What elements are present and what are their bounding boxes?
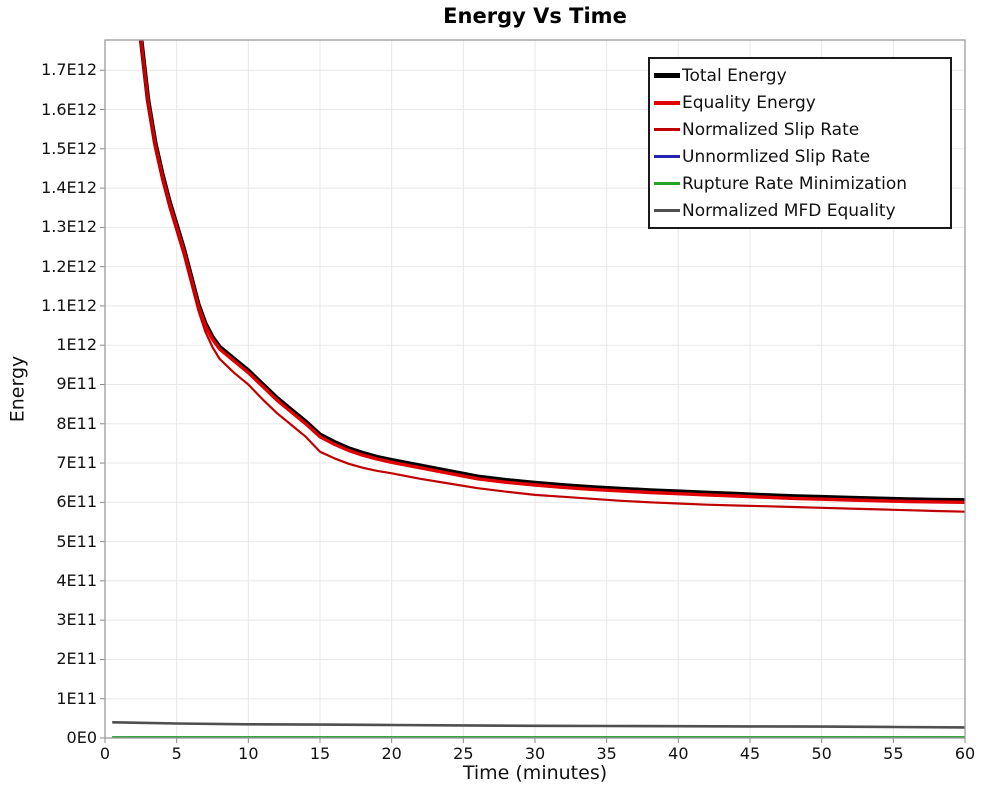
y-tick-label-6E11: 6E11 [56,492,97,512]
legend: Total Energy Equality Energy Normalized Sl… [648,57,952,229]
x-tick-label-45: 45 [739,744,761,763]
y-tick-label-9E11: 9E11 [56,374,97,394]
legend-item-normalized-slip-rate: Normalized Slip Rate [654,116,944,143]
legend-item-total-energy: Total Energy [654,62,944,89]
legend-label-rupture-rate-minimization: Rupture Rate Minimization [682,173,907,194]
x-tick-label-0: 0 [99,744,111,763]
x-tick-label-50: 50 [811,744,832,763]
legend-label-unnormlized-slip-rate: Unnormlized Slip Rate [682,146,871,167]
x-tick-label-35: 35 [596,744,617,763]
x-tick-label-25: 25 [453,744,474,763]
x-axis-title: Time (minutes) [462,762,608,784]
legend-swatch-unnormlized-slip-rate [654,155,680,158]
x-tick-label-10: 10 [238,744,259,763]
y-tick-label-8E11: 8E11 [56,413,97,433]
x-tick-label-5: 5 [171,744,182,763]
y-tick-label-1E11: 1E11 [56,688,97,708]
y-tick-label-7E11: 7E11 [56,453,97,473]
legend-swatch-normalized-slip-rate [654,128,680,131]
x-tick-label-60: 60 [954,744,976,763]
y-tick-label-3E11: 3E11 [56,610,97,630]
legend-item-normalized-mfd-equality: Normalized MFD Equality [654,197,944,224]
y-tick-label-1.2E12: 1.2E12 [41,256,97,276]
y-tick-label-1.1E12: 1.1E12 [41,295,97,315]
y-tick-label-1.6E12: 1.6E12 [41,99,97,119]
legend-item-equality-energy: Equality Energy [654,89,944,116]
series-line-normalized-slip-rate [139,40,965,513]
x-tick-label-30: 30 [524,744,546,763]
y-tick-label-0E0: 0E0 [66,728,97,747]
plot-border [104,39,966,739]
legend-label-normalized-mfd-equality: Normalized MFD Equality [682,200,896,221]
y-tick-label-1.7E12: 1.7E12 [41,60,97,80]
legend-label-equality-energy: Equality Energy [682,92,816,113]
y-tick-label-1.3E12: 1.3E12 [41,217,97,237]
legend-swatch-normalized-mfd-equality [654,209,680,212]
plot-area [100,39,966,743]
chart-title: Energy Vs Time [443,4,627,28]
legend-swatch-total-energy [654,73,680,78]
y-tick-label-5E11: 5E11 [56,531,97,551]
y-tick-label-1E12: 1E12 [56,335,97,355]
y-tick-label-4E11: 4E11 [56,570,97,590]
x-tick-label-40: 40 [668,744,689,763]
legend-item-unnormlized-slip-rate: Unnormlized Slip Rate [654,143,944,170]
y-tick-label-1.4E12: 1.4E12 [41,178,97,198]
legend-swatch-rupture-rate-minimization [654,182,680,185]
legend-item-rupture-rate-minimization: Rupture Rate Minimization [654,170,944,197]
y-tick-label-1.5E12: 1.5E12 [41,138,97,158]
x-tick-label-15: 15 [309,744,331,763]
x-tick-label-20: 20 [381,744,402,763]
x-tick-label-55: 55 [883,744,904,763]
legend-swatch-equality-energy [654,100,680,105]
legend-label-normalized-slip-rate: Normalized Slip Rate [682,119,860,140]
legend-label-total-energy: Total Energy [682,65,787,86]
series-line-normalized-mfd-equality [112,721,965,729]
y-tick-label-2E11: 2E11 [56,649,97,669]
